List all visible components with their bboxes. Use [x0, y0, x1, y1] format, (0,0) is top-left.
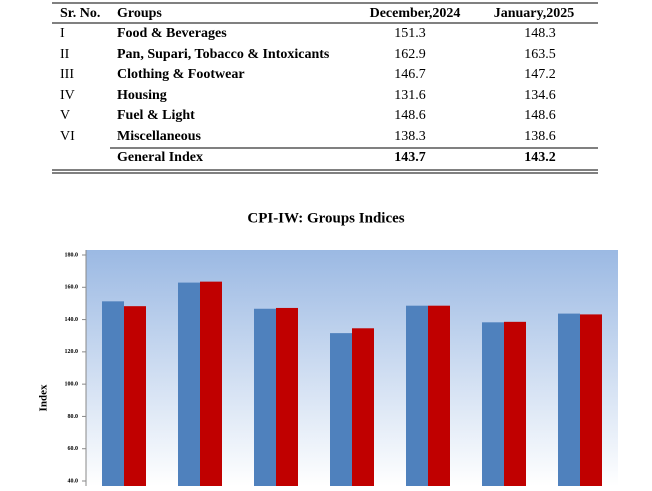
y-tick-label: 60.0	[68, 446, 79, 452]
bar	[124, 306, 146, 491]
group-name: Food & Beverages	[117, 26, 227, 41]
column-header: Sr. No.	[60, 6, 100, 21]
y-tick-label: 160.0	[65, 285, 79, 291]
bar	[352, 328, 374, 491]
bar	[428, 305, 450, 491]
column-header: December,2024	[370, 6, 461, 21]
y-tick-label: 80.0	[68, 414, 79, 420]
bar	[276, 307, 298, 491]
cell: 148.6	[394, 108, 426, 123]
total-label: General Index	[117, 150, 203, 165]
cell: 151.3	[394, 26, 426, 41]
chart-title: CPI-IW: Groups Indices	[247, 210, 404, 226]
cell: 138.6	[524, 129, 556, 144]
cell: III	[60, 67, 74, 82]
table: Sr. No. Groups December,2024 January,202…	[52, 2, 598, 174]
cell: 146.7	[394, 67, 426, 82]
cell: II	[60, 47, 70, 62]
y-tick-label: 40.0	[68, 478, 79, 484]
cell: 134.6	[524, 88, 556, 103]
bar	[580, 314, 602, 491]
cell: V	[60, 108, 70, 123]
cell: 148.3	[524, 26, 556, 41]
y-tick-label: 100.0	[65, 382, 79, 388]
cell: 147.2	[524, 67, 556, 82]
group-name: Clothing & Footwear	[117, 67, 245, 82]
cell: 163.5	[524, 47, 556, 62]
bar	[406, 305, 428, 491]
cell: 162.9	[394, 47, 426, 62]
bar	[504, 321, 526, 491]
group-name: Miscellaneous	[117, 129, 202, 144]
group-name: Fuel & Light	[117, 108, 195, 123]
y-tick-label: 180.0	[65, 252, 79, 258]
bar	[200, 281, 222, 491]
bar	[102, 301, 124, 491]
cell: 131.6	[394, 88, 426, 103]
bar	[178, 282, 200, 491]
cell: VI	[60, 129, 75, 144]
cell: IV	[60, 88, 75, 103]
bar	[482, 322, 504, 491]
bar	[330, 333, 352, 491]
cell: 148.6	[524, 108, 556, 123]
group-name: Pan, Supari, Tobacco & Intoxicants	[117, 47, 330, 62]
bar	[254, 308, 276, 491]
total-value: 143.2	[524, 150, 556, 165]
y-tick-label: 120.0	[65, 349, 79, 355]
cell: I	[60, 26, 65, 41]
group-name: Housing	[117, 88, 167, 103]
y-axis-label: Index	[38, 384, 50, 411]
column-header: Groups	[117, 6, 162, 21]
column-header: January,2025	[494, 6, 575, 21]
bar	[558, 313, 580, 491]
cell: 138.3	[394, 129, 426, 144]
total-value: 143.7	[394, 150, 426, 165]
y-tick-label: 140.0	[65, 317, 79, 323]
